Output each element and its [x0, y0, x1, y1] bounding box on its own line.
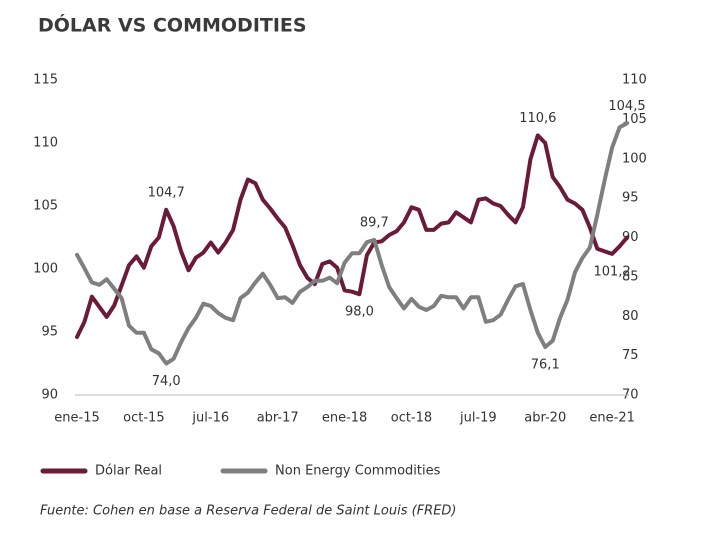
- y-tick-label: 115: [33, 73, 58, 88]
- x-tick-label: abr-20: [524, 411, 566, 426]
- y-tick-label: 90: [41, 388, 58, 403]
- x-tick-label: abr-17: [257, 411, 299, 426]
- value-label: 104,5: [608, 99, 645, 114]
- value-label: 76,1: [531, 357, 560, 372]
- y-tick-label: 100: [33, 262, 58, 277]
- y-tick-label: 105: [33, 199, 58, 214]
- y-tick-label: 110: [33, 136, 58, 151]
- x-tick-label: oct-15: [123, 411, 164, 426]
- series-line: [75, 133, 629, 339]
- y2-tick-label: 110: [622, 73, 647, 88]
- y2-tick-label: 85: [622, 269, 639, 284]
- value-label: 98,0: [345, 305, 374, 320]
- y2-tick-label: 80: [622, 309, 639, 324]
- legend-label: Non Energy Commodities: [275, 464, 441, 479]
- source: Fuente: Cohen en base a Reserva Federal …: [40, 504, 457, 519]
- x-tick-label: jul-19: [459, 411, 497, 426]
- legend-label: Dólar Real: [95, 464, 162, 479]
- y-tick-label: 95: [41, 325, 58, 340]
- y2-tick-label: 95: [622, 191, 639, 206]
- value-label: 110,6: [519, 111, 556, 126]
- value-label: 74,0: [152, 374, 181, 389]
- x-tick-label: ene-18: [322, 411, 367, 426]
- value-label: 104,7: [148, 185, 185, 200]
- x-tick-label: oct-18: [391, 411, 432, 426]
- value-label: 89,7: [360, 215, 389, 230]
- series-line: [75, 121, 629, 366]
- x-tick-label: ene-15: [54, 411, 99, 426]
- y2-tick-label: 75: [622, 348, 639, 363]
- y2-tick-label: 70: [622, 388, 639, 403]
- x-tick-label: jul-16: [191, 411, 229, 426]
- chart-title: DÓLAR VS COMMODITIES: [38, 13, 307, 37]
- y2-tick-label: 100: [622, 151, 647, 166]
- x-tick-label: ene-21: [589, 411, 634, 426]
- value-label: 101,2: [594, 264, 631, 279]
